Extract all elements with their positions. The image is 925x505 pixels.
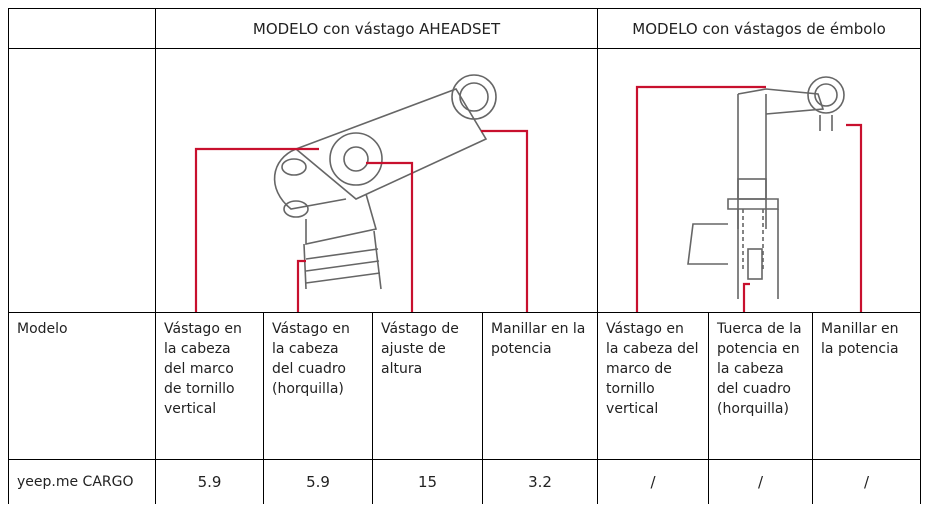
value-cell: 5.9 <box>263 459 373 504</box>
label-cell: Manillar en la potencia <box>481 312 599 460</box>
value-cell: 15 <box>372 459 483 504</box>
data-row: yeep.me CARGO 5.9 5.9 15 3.2 / / / <box>8 459 922 504</box>
label-cell: Vástago en la cabeza del marco de tornil… <box>597 312 710 460</box>
label-cell: Vástago en la cabeza del cuadro (horquil… <box>263 312 373 460</box>
image-cell <box>154 48 599 313</box>
value-cell: 5.9 <box>155 459 264 504</box>
image-cell <box>597 48 922 313</box>
value-cell: / <box>708 459 814 504</box>
header-empty <box>8 8 156 49</box>
row-header: Modelo <box>8 312 156 460</box>
value-cell: 3.2 <box>481 459 599 504</box>
header-row: MODELO con vástago AHEADSET MODELO con v… <box>8 8 922 49</box>
value-cell: / <box>812 459 922 504</box>
label-cell: Vástago de ajuste de altura <box>372 312 483 460</box>
value-cell: / <box>597 459 710 504</box>
quill-illustration <box>635 76 863 312</box>
spec-table: MODELO con vástago AHEADSET MODELO con v… <box>8 8 922 504</box>
label-cell: Manillar en la potencia <box>812 312 922 460</box>
row-header: yeep.me CARGO <box>8 459 156 504</box>
header-cell: MODELO con vástagos de émbolo <box>597 8 922 49</box>
image-row <box>8 48 922 313</box>
label-row: Modelo Vástago en la cabeza del marco de… <box>8 312 922 460</box>
image-empty <box>8 48 156 313</box>
aheadset-illustration <box>194 74 529 312</box>
label-cell: Tuerca de la potencia en la cabeza del c… <box>708 312 814 460</box>
header-cell: MODELO con vástago AHEADSET <box>154 8 599 49</box>
label-cell: Vástago en la cabeza del marco de tornil… <box>155 312 264 460</box>
